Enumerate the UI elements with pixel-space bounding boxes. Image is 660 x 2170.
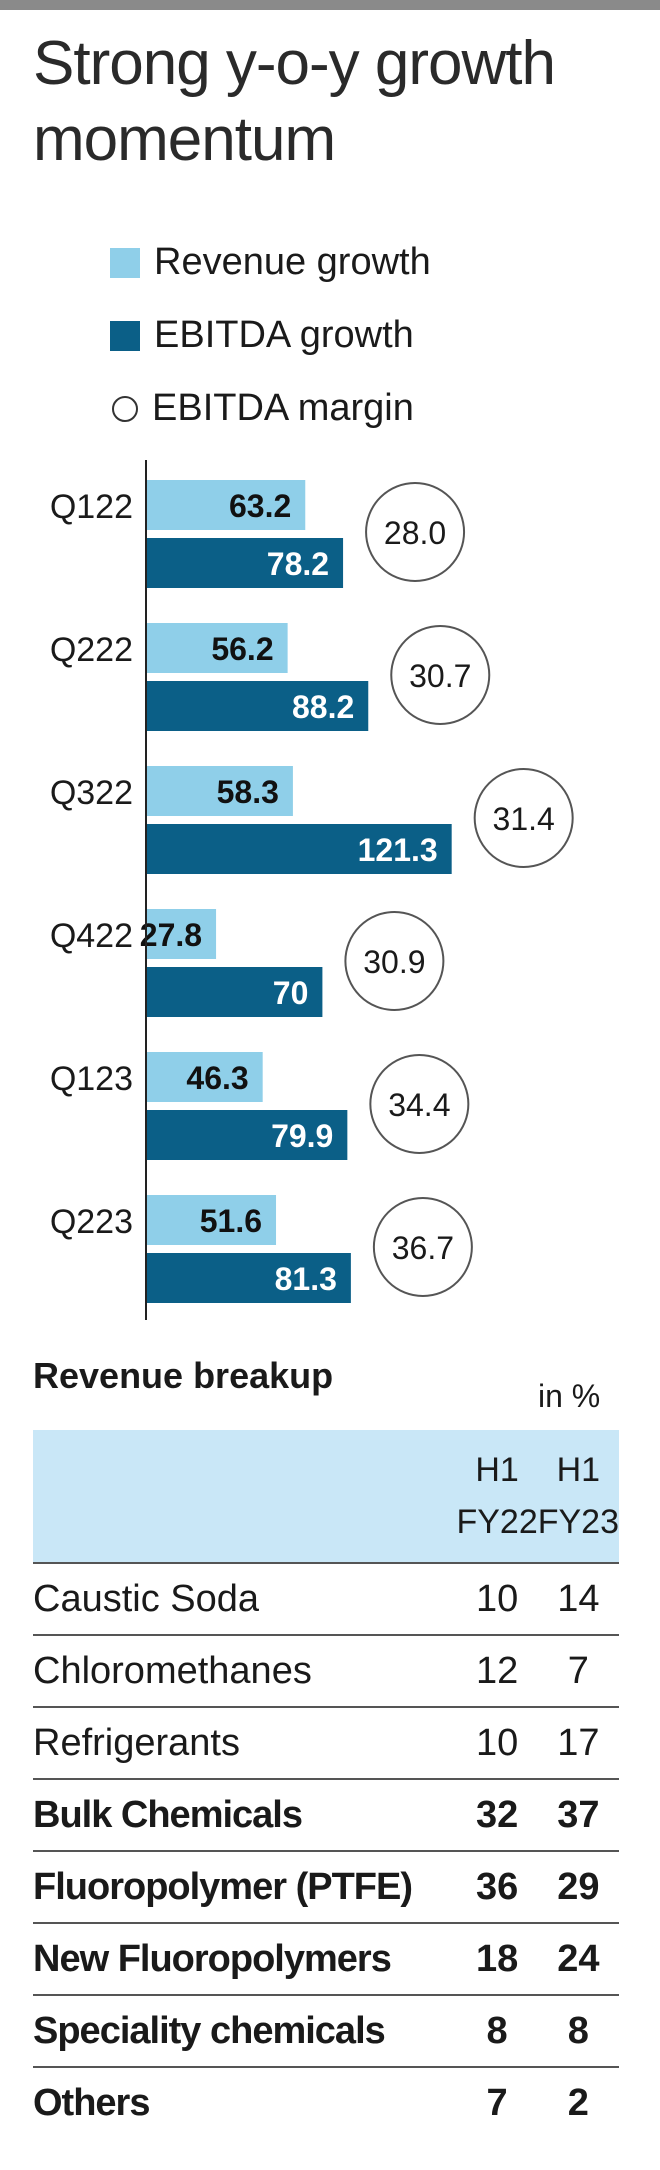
- revenue-bar: [146, 766, 293, 816]
- margin-value-label: 28.0: [384, 515, 446, 551]
- category-label: Q222: [50, 631, 133, 669]
- category-label: Q223: [50, 1203, 133, 1241]
- row-fy22: 10: [456, 1563, 538, 1636]
- ebitda-bar: [146, 1253, 351, 1303]
- margin-value-label: 30.9: [363, 944, 425, 980]
- margin-circle: [344, 911, 445, 1011]
- ebitda-value-label: 70: [273, 975, 309, 1011]
- revenue-swatch: [110, 247, 140, 278]
- row-fy23: 14: [537, 1563, 619, 1636]
- row-name: New Fluoropolymers: [33, 1923, 457, 1996]
- legend-label-margin: EBITDA margin: [152, 387, 414, 429]
- ebitda-bar: [146, 967, 323, 1017]
- revenue-value-label: 51.6: [200, 1203, 262, 1239]
- header-fy22-line1: H1: [475, 1451, 519, 1489]
- row-fy22: 10: [456, 1707, 538, 1780]
- ebitda-swatch: [110, 320, 140, 351]
- row-name: Speciality chemicals: [33, 1995, 457, 2068]
- revenue-bar: [146, 480, 306, 530]
- category-label: Q123: [50, 1060, 133, 1098]
- legend: Revenue growth EBITDA growth EBITDA marg…: [110, 226, 431, 445]
- legend-label-ebitda: EBITDA growth: [154, 314, 414, 356]
- margin-circle: [372, 1197, 473, 1297]
- revenue-breakup-table: H1 FY22 H1 FY23 Caustic Soda 10 14 Chlor…: [33, 1430, 619, 2138]
- ebitda-bar: [146, 1110, 348, 1160]
- row-fy22: 32: [456, 1779, 538, 1852]
- row-fy23: 2: [567, 2081, 589, 2124]
- top-rule: [0, 0, 660, 10]
- ebitda-value-label: 121.3: [358, 832, 438, 868]
- row-fy23: 8: [537, 1995, 619, 2068]
- row-fy22: 18: [456, 1923, 538, 1996]
- ebitda-bar: [146, 824, 452, 874]
- row-name: Fluoropolymer (PTFE): [33, 1851, 457, 1924]
- row-fy22: 8: [456, 1995, 538, 2068]
- category-label: Q122: [50, 488, 133, 526]
- row-fy22: 12: [456, 1635, 538, 1708]
- revenue-breakup-title: Revenue breakup: [33, 1355, 334, 1396]
- ebitda-bar: [146, 538, 344, 588]
- row-fy23: 17: [537, 1707, 619, 1780]
- revenue-bar: [146, 623, 288, 673]
- revenue-bar: [146, 1195, 277, 1245]
- chart-title: Strong y-o-y growth momentum: [33, 29, 556, 174]
- header-fy23-line1: H1: [556, 1451, 601, 1489]
- row-fy23: 24: [537, 1923, 619, 1996]
- row-name: Others: [33, 2081, 150, 2124]
- row-fy23: 29: [537, 1851, 619, 1924]
- revenue-value-label: 27.8: [140, 917, 202, 953]
- unit-label: in %: [538, 1378, 601, 1414]
- row-fy23: 37: [537, 1779, 619, 1852]
- revenue-value-label: 46.3: [186, 1060, 248, 1096]
- legend-label-revenue: Revenue growth: [154, 241, 431, 283]
- revenue-bar: [146, 1052, 263, 1102]
- bar-chart: Q122 63.2 78.2 28.0 Q222 56.2 88.2 30.7 Q322 58.3…: [50, 460, 574, 1320]
- margin-circle: [473, 768, 574, 868]
- row-name: Chloromethanes: [33, 1635, 457, 1708]
- table-row: Fluoropolymer (PTFE) 36 29: [33, 1851, 619, 1924]
- ebitda-value-label: 79.9: [271, 1118, 333, 1154]
- table-row: Caustic Soda 10 14: [33, 1563, 619, 1636]
- table-row: Chloromethanes 12 7: [33, 1635, 619, 1708]
- header-fy23-line2: FY23: [537, 1503, 619, 1541]
- table-row: Others 7 2: [33, 2067, 619, 2138]
- ebitda-bar: [146, 681, 369, 731]
- legend-item-revenue: Revenue growth: [110, 226, 431, 299]
- margin-value-label: 34.4: [388, 1087, 450, 1123]
- table-row: Speciality chemicals 8 8: [33, 1995, 619, 2068]
- margin-value-label: 31.4: [493, 801, 555, 837]
- header-fy22-line2: FY22: [456, 1503, 538, 1541]
- table-header-row: H1 FY22 H1 FY23: [33, 1430, 619, 1564]
- category-label: Q322: [50, 774, 133, 812]
- table-header-fy22: H1 FY22: [456, 1430, 538, 1564]
- ebitda-value-label: 88.2: [292, 689, 354, 725]
- row-fy22: 7: [486, 2081, 508, 2124]
- revenue-bar: [146, 909, 217, 959]
- row-name: Bulk Chemicals: [33, 1779, 457, 1852]
- table-row: New Fluoropolymers 18 24: [33, 1923, 619, 1996]
- row-name: Caustic Soda: [33, 1563, 457, 1636]
- revenue-value-label: 56.2: [211, 631, 273, 667]
- table-header-fy23: H1 FY23: [537, 1430, 619, 1564]
- category-label: Q422: [50, 917, 133, 955]
- table-row: Refrigerants 10 17: [33, 1707, 619, 1780]
- ebitda-value-label: 81.3: [275, 1261, 337, 1297]
- margin-value-label: 30.7: [409, 658, 471, 694]
- row-fy22: 36: [456, 1851, 538, 1924]
- margin-circle: [390, 625, 491, 725]
- margin-circle: [365, 482, 466, 582]
- legend-item-margin: EBITDA margin: [110, 372, 431, 445]
- margin-circle: [369, 1054, 470, 1154]
- margin-value-label: 36.7: [392, 1230, 454, 1266]
- table-header-blank: [33, 1430, 457, 1564]
- row-name: Refrigerants: [33, 1707, 457, 1780]
- legend-item-ebitda: EBITDA growth: [110, 299, 431, 372]
- ebitda-value-label: 78.2: [267, 546, 329, 582]
- margin-circle-swatch: [112, 395, 138, 422]
- row-fy23: 7: [537, 1635, 619, 1708]
- table-row: Bulk Chemicals 32 37: [33, 1779, 619, 1852]
- revenue-value-label: 63.2: [229, 488, 291, 524]
- revenue-value-label: 58.3: [217, 774, 279, 810]
